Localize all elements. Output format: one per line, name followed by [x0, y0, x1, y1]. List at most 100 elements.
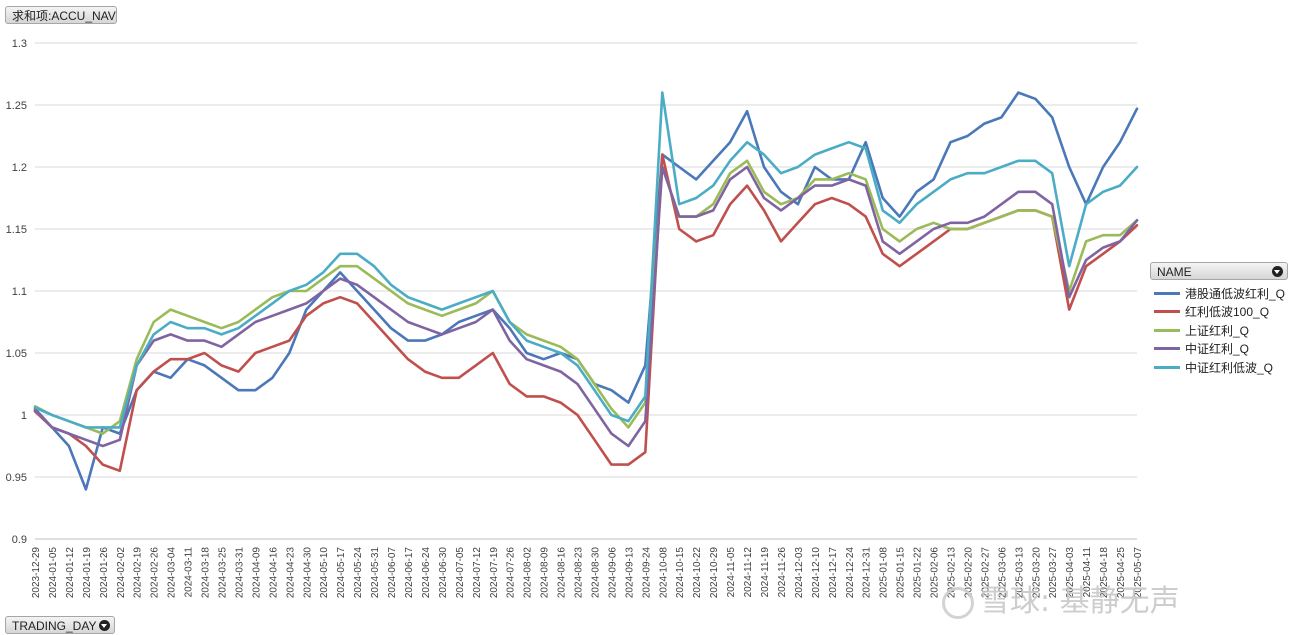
x-tick-label: 2025-04-25 — [1116, 547, 1127, 599]
legend-label: 中证红利_Q — [1185, 342, 1250, 357]
x-tick-label: 2024-05-17 — [336, 547, 347, 599]
legend-label: 中证红利低波_Q — [1185, 360, 1274, 375]
series-line[interactable] — [33, 165, 1139, 448]
x-tick-label: 2025-05-07 — [1133, 547, 1144, 599]
legend: 港股通低波红利_Q 红利低波100_Q 上证红利_Q 中证红利_Q 中证红利低波_Q — [1154, 284, 1290, 377]
legend-item[interactable]: 上证红利_Q — [1154, 321, 1290, 340]
series-line[interactable] — [33, 159, 1139, 435]
x-tick-label: 2025-03-06 — [997, 547, 1008, 599]
axis-field-button[interactable]: TRADING_DAY — [5, 616, 115, 634]
x-tick-label: 2024-05-10 — [319, 547, 330, 599]
x-tick-label: 2024-04-09 — [251, 547, 262, 599]
x-tick-label: 2024-05-31 — [370, 547, 381, 599]
x-tick-label: 2024-10-29 — [709, 547, 720, 599]
series-line[interactable] — [33, 153, 1139, 473]
x-tick-label: 2024-01-19 — [82, 547, 93, 599]
x-tick-label: 2024-11-05 — [726, 547, 737, 598]
legend-item[interactable]: 港股通低波红利_Q — [1154, 284, 1290, 303]
x-tick-label: 2024-12-31 — [862, 547, 873, 599]
x-tick-label: 2025-03-20 — [1031, 547, 1042, 599]
x-tick-label: 2024-10-22 — [692, 547, 703, 599]
legend-swatch — [1154, 347, 1180, 351]
x-tick-label: 2024-11-12 — [743, 547, 754, 598]
y-tick-label: 1.3 — [12, 38, 27, 50]
y-tick-label: 1.2 — [12, 162, 27, 174]
y-tick-label: 0.9 — [12, 534, 27, 546]
legend-label: 港股通低波红利_Q — [1185, 286, 1286, 301]
x-tick-label: 2024-06-30 — [438, 547, 449, 599]
legend-swatch — [1154, 291, 1180, 295]
x-tick-label: 2024-01-12 — [65, 547, 76, 599]
y-tick-label: 1.1 — [12, 286, 27, 298]
x-tick-label: 2024-03-11 — [184, 547, 195, 598]
x-tick-label: 2024-08-30 — [590, 547, 601, 599]
x-tick-label: 2024-03-31 — [234, 547, 245, 599]
x-tick-label: 2024-02-02 — [116, 547, 127, 599]
x-tick-label: 2024-03-25 — [217, 547, 228, 599]
x-tick-label: 2024-04-23 — [285, 547, 296, 599]
watermark: 雪球: 基静无声 — [942, 576, 1180, 620]
legend-swatch — [1154, 365, 1180, 369]
x-tick-label: 2024-02-19 — [133, 547, 144, 599]
legend-swatch — [1154, 328, 1180, 332]
dropdown-arrow-icon — [99, 620, 110, 631]
watermark-logo-icon — [942, 586, 974, 619]
legend-label: 红利低波100_Q — [1185, 305, 1270, 320]
x-tick-label: 2024-07-19 — [489, 547, 500, 599]
x-tick-label: 2024-06-07 — [387, 547, 398, 599]
legend-swatch — [1154, 310, 1180, 314]
x-tick-label: 2025-03-27 — [1048, 547, 1059, 599]
x-tick-label: 2025-02-13 — [947, 547, 958, 599]
y-tick-label: 1 — [21, 410, 27, 422]
legend-field-label: NAME — [1157, 265, 1192, 279]
x-tick-label: 2025-03-13 — [1014, 547, 1025, 599]
x-tick-label: 2024-09-06 — [607, 547, 618, 599]
x-tick-label: 2024-12-10 — [811, 547, 822, 599]
legend-item[interactable]: 红利低波100_Q — [1154, 303, 1290, 322]
x-tick-label: 2024-03-04 — [167, 547, 178, 599]
x-tick-label: 2024-12-24 — [845, 547, 856, 599]
y-tick-label: 1.25 — [6, 100, 27, 112]
x-tick-label: 2024-01-26 — [99, 547, 110, 599]
x-tick-label: 2024-12-03 — [794, 547, 805, 599]
y-tick-label: 0.95 — [6, 472, 27, 484]
x-tick-label: 2024-01-05 — [48, 547, 59, 599]
x-tick-label: 2024-05-24 — [353, 547, 364, 599]
value-field-button[interactable]: 求和项:ACCU_NAV — [5, 6, 117, 24]
x-tick-label: 2024-08-23 — [574, 547, 585, 599]
x-tick-label: 2024-06-24 — [421, 547, 432, 599]
x-tick-label: 2024-10-08 — [658, 547, 669, 599]
x-tick-label: 2024-08-09 — [540, 547, 551, 599]
x-tick-label: 2024-06-17 — [404, 547, 415, 599]
x-tick-label: 2024-03-18 — [201, 547, 212, 599]
x-tick-label: 2024-07-26 — [506, 547, 517, 599]
y-tick-label: 1.05 — [6, 348, 27, 360]
series-line[interactable] — [33, 91, 1139, 429]
x-tick-label: 2025-02-27 — [980, 547, 991, 599]
x-tick-label: 2024-07-12 — [472, 547, 483, 599]
x-tick-label: 2025-02-20 — [963, 547, 974, 599]
x-tick-label: 2025-01-08 — [879, 547, 890, 599]
x-tick-label: 2024-08-02 — [523, 547, 534, 599]
x-tick-label: 2024-11-26 — [777, 547, 788, 598]
x-tick-label: 2024-07-05 — [455, 547, 466, 599]
watermark-text: 雪球: 基静无声 — [980, 584, 1180, 619]
x-tick-label: 2025-01-15 — [896, 547, 907, 599]
x-tick-label: 2023-12-29 — [31, 547, 42, 599]
value-field-label: 求和项:ACCU_NAV — [12, 9, 116, 23]
legend-item[interactable]: 中证红利_Q — [1154, 340, 1290, 359]
legend-field-button[interactable]: NAME — [1150, 262, 1288, 280]
x-tick-label: 2024-09-24 — [641, 547, 652, 599]
dropdown-arrow-icon — [1272, 266, 1283, 277]
x-tick-label: 2024-09-13 — [624, 547, 635, 599]
x-tick-label: 2024-12-17 — [828, 547, 839, 599]
legend-item[interactable]: 中证红利低波_Q — [1154, 358, 1290, 377]
x-tick-label: 2024-08-16 — [557, 547, 568, 599]
x-tick-label: 2024-04-30 — [302, 547, 313, 599]
y-tick-label: 1.15 — [6, 224, 27, 236]
x-tick-label: 2025-04-03 — [1065, 547, 1076, 599]
x-tick-label: 2024-04-16 — [268, 547, 279, 599]
x-tick-label: 2025-04-18 — [1099, 547, 1110, 599]
x-tick-label: 2025-02-06 — [930, 547, 941, 599]
